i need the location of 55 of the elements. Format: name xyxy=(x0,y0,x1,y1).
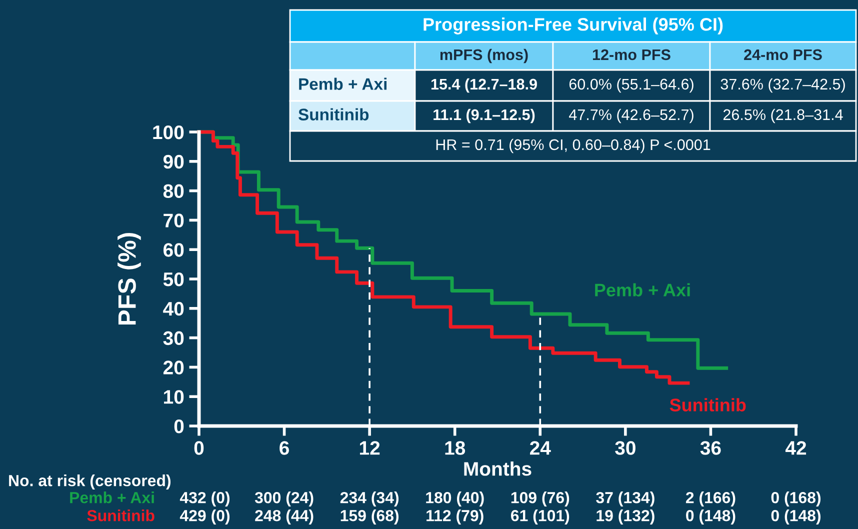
y-tick-label: 100 xyxy=(153,125,184,140)
y-tick-label: 60 xyxy=(164,243,184,257)
x-axis-title: Months xyxy=(464,461,532,476)
series-label: Pemb + Axi xyxy=(595,283,690,296)
text: 37.6% (32.7–42.5) xyxy=(720,78,845,93)
text: 60.0% (55.1–64.6) xyxy=(569,78,694,93)
text: 2 (166) xyxy=(686,492,736,506)
y-tick-label: 10 xyxy=(164,390,184,404)
annotation: HR = 0.71 (95% CI, 0.60–0.84) P <.0001 xyxy=(436,138,710,154)
text: Pemb + Axi xyxy=(299,78,387,90)
text: 11.1 (9.1–12.5) xyxy=(434,108,535,124)
y-tick-label: 0 xyxy=(174,419,184,434)
y-tick-label: 30 xyxy=(163,331,184,346)
text: 429 (0) xyxy=(180,510,230,524)
text: 26.5% (21.8–31.4 xyxy=(723,108,843,124)
y-tick-label: 40 xyxy=(163,302,184,316)
x-tick-label: 36 xyxy=(700,441,721,455)
series-label: Sunitinib xyxy=(670,398,746,412)
text: 109 (76) xyxy=(511,492,570,506)
text: No. at risk (censored) xyxy=(9,474,171,490)
text: Pemb + Axi xyxy=(70,492,154,504)
x-tick-label: 24 xyxy=(530,441,551,455)
text: 0 (148) xyxy=(771,510,821,524)
text: 0 (148) xyxy=(686,510,736,524)
text: 180 (40) xyxy=(426,492,484,506)
y-tick-label: 20 xyxy=(163,360,184,374)
text: 24-mo PFS xyxy=(744,49,822,60)
text: Sunitinib xyxy=(298,108,369,120)
text: 47.7% (42.6–52.7) xyxy=(569,108,694,124)
text: Sunitinib xyxy=(87,510,154,522)
x-tick-label: 12 xyxy=(360,441,380,455)
text: 37 (134) xyxy=(596,492,654,506)
x-tick-label: 18 xyxy=(445,441,466,455)
x-tick-label: 6 xyxy=(280,441,289,455)
text: 19 (132) xyxy=(596,510,654,524)
text: 432 (0) xyxy=(180,492,230,506)
x-tick-label: 42 xyxy=(785,441,806,455)
text: Progression-Free Survival (95% CI) xyxy=(424,18,723,34)
y-tick-label: 80 xyxy=(163,184,184,198)
y-tick-label: 50 xyxy=(163,272,184,286)
text: 234 (34) xyxy=(340,492,399,506)
text: 300 (24) xyxy=(254,492,314,506)
text: mPFS (mos) xyxy=(440,48,528,64)
text: 159 (68) xyxy=(340,510,399,524)
y-tick-label: 90 xyxy=(163,154,184,169)
x-tick-label: 0 xyxy=(194,441,204,455)
text: 0 (168) xyxy=(771,492,821,506)
y-axis-title: PFS (%) xyxy=(118,233,141,325)
text: 15.4 (12.7–18.9 xyxy=(431,78,537,93)
text: 12-mo PFS xyxy=(592,49,670,60)
text: 112 (79) xyxy=(426,510,484,524)
text: 248 (44) xyxy=(255,510,314,524)
text: 61 (101) xyxy=(510,510,570,524)
x-tick-label: 30 xyxy=(615,441,636,455)
y-tick-label: 70 xyxy=(164,214,184,228)
